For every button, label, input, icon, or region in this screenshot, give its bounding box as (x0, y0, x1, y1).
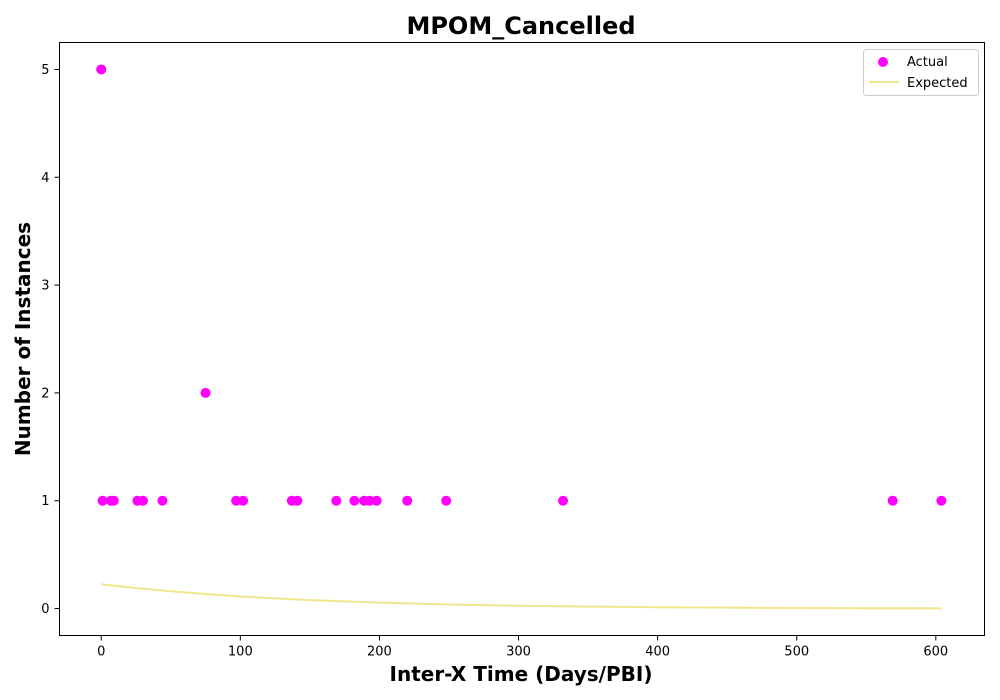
x-tick-label: 300 (506, 645, 531, 660)
plot-area (59, 42, 985, 636)
x-tick-label: 0 (97, 645, 105, 660)
actual-point (200, 387, 211, 398)
chart-title: MPOM_Cancelled (406, 12, 635, 40)
x-axis: 0 100 200 300 400 500 600 (97, 635, 948, 660)
y-tick-label: 4 (41, 171, 49, 186)
y-axis: 0 1 2 3 4 5 (41, 63, 60, 617)
y-tick-label: 5 (41, 63, 49, 78)
x-tick-label: 500 (784, 645, 809, 660)
actual-point (364, 495, 375, 506)
expected-line (101, 583, 942, 610)
legend: Actual Expected (863, 49, 979, 96)
actual-point (441, 495, 452, 506)
actual-point (108, 495, 119, 506)
x-tick-label: 600 (923, 645, 948, 660)
actual-point (96, 64, 107, 75)
actual-point (558, 495, 569, 506)
actual-point (157, 495, 168, 506)
actual-point (238, 495, 249, 506)
actual-point (331, 495, 342, 506)
x-axis-label: Inter-X Time (Days/PBI) (390, 662, 653, 686)
legend-marker-actual (878, 57, 888, 67)
actual-point (371, 495, 382, 506)
y-tick-label: 3 (41, 279, 49, 294)
y-tick-label: 1 (41, 494, 49, 509)
series-layer (96, 64, 947, 610)
legend-box (863, 49, 979, 96)
actual-point (402, 495, 413, 506)
y-tick-label: 2 (41, 386, 49, 401)
actual-point (231, 495, 242, 506)
x-tick-label: 400 (645, 645, 670, 660)
actual-point (887, 495, 898, 506)
legend-label-actual: Actual (907, 55, 948, 70)
y-tick-label: 0 (41, 602, 49, 617)
actual-point (137, 495, 148, 506)
actual-point (936, 495, 947, 506)
legend-label-expected: Expected (907, 76, 968, 91)
x-tick-label: 200 (367, 645, 392, 660)
x-tick-label: 100 (228, 645, 253, 660)
actual-point (349, 495, 360, 506)
actual-point (97, 495, 108, 506)
y-axis-label: Number of Instances (11, 222, 35, 456)
actual-point (292, 495, 303, 506)
